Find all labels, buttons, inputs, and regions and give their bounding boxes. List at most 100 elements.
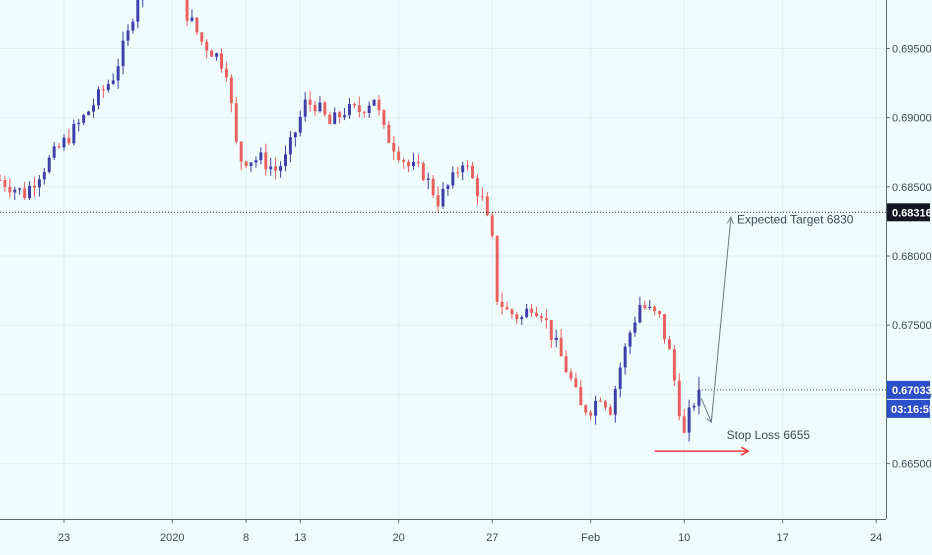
candle-body bbox=[569, 372, 573, 379]
time-tick-label: 13 bbox=[294, 532, 306, 544]
time-tick-label: 17 bbox=[777, 532, 789, 544]
candle-body bbox=[623, 346, 627, 368]
candle-body bbox=[352, 103, 356, 106]
candle-body bbox=[584, 405, 588, 413]
candle-body bbox=[535, 312, 538, 317]
candle-body bbox=[323, 102, 327, 115]
candle-body bbox=[293, 132, 297, 138]
candle-body bbox=[402, 160, 406, 162]
candle-body bbox=[121, 40, 125, 67]
candle-body bbox=[658, 311, 662, 315]
candle-body bbox=[210, 50, 214, 57]
candle-body bbox=[333, 112, 337, 125]
candle-body bbox=[111, 80, 115, 84]
candle-body bbox=[357, 105, 361, 113]
annotations: Expected Target 6830 Stop Loss 6655 bbox=[654, 212, 854, 456]
candle-body bbox=[539, 316, 543, 319]
candle-body bbox=[195, 17, 199, 33]
current-price-tag bbox=[887, 380, 930, 399]
price-axis[interactable]: 0.69500 0.69000 0.68500 0.68000 0.67500 0.670… bbox=[886, 0, 932, 550]
candle-body bbox=[96, 89, 100, 106]
candle-body bbox=[52, 146, 56, 158]
candle-body bbox=[475, 178, 479, 197]
candle-body bbox=[407, 161, 411, 167]
candle-body bbox=[520, 317, 524, 320]
candle-body bbox=[13, 189, 17, 193]
candle-body bbox=[367, 105, 371, 113]
price-lines bbox=[0, 211, 886, 391]
candle-body bbox=[284, 154, 287, 167]
price-axis-background bbox=[886, 0, 932, 550]
target-price-tag-label: 0.68316 bbox=[892, 207, 932, 219]
candle-body bbox=[23, 188, 27, 199]
candle-body bbox=[131, 21, 135, 31]
candle-body bbox=[67, 137, 71, 144]
candle-body bbox=[47, 157, 51, 172]
candle-body bbox=[667, 339, 671, 350]
candles bbox=[0, 0, 701, 442]
candle-body bbox=[234, 103, 238, 142]
candle-body bbox=[618, 367, 622, 389]
candle-body bbox=[500, 301, 504, 308]
candle-body bbox=[436, 195, 440, 207]
candle-body bbox=[42, 171, 46, 180]
candle-body bbox=[633, 322, 637, 333]
candle-body bbox=[126, 30, 130, 41]
candle-body bbox=[92, 105, 95, 112]
candle-body bbox=[663, 314, 666, 340]
stop-loss-arrow-head bbox=[740, 446, 750, 456]
candle-body bbox=[431, 178, 435, 196]
time-axis[interactable]: 23 2020 8 13 20 27 Feb 10 17 24 bbox=[0, 519, 886, 550]
candle-body bbox=[254, 160, 258, 163]
countdown-tag bbox=[887, 399, 930, 418]
candle-body bbox=[338, 112, 342, 118]
candle-body bbox=[313, 104, 317, 112]
candle-body bbox=[269, 166, 273, 170]
candle-body bbox=[328, 114, 332, 125]
candle-body bbox=[215, 53, 219, 57]
candle-body bbox=[549, 320, 553, 340]
candle-body bbox=[264, 152, 268, 170]
candle-body bbox=[279, 166, 283, 171]
candle-body bbox=[72, 124, 76, 144]
candle-body bbox=[28, 185, 32, 199]
candle-body bbox=[87, 111, 91, 116]
candle-body bbox=[697, 389, 701, 406]
price-tick-label: 0.68500 bbox=[892, 182, 932, 194]
candle-body bbox=[603, 401, 607, 408]
candle-body bbox=[544, 318, 548, 321]
price-tick-label: 0.67500 bbox=[892, 320, 932, 332]
candle-body bbox=[372, 99, 376, 106]
candle-body bbox=[220, 53, 223, 69]
candle-body bbox=[37, 179, 41, 188]
candle-body bbox=[466, 165, 470, 167]
candle-body bbox=[530, 308, 534, 313]
candle-body bbox=[0, 179, 2, 181]
candle-body bbox=[456, 172, 460, 174]
candle-body bbox=[416, 161, 420, 164]
price-tick-label: 0.69000 bbox=[892, 113, 932, 125]
candle-body bbox=[8, 186, 12, 193]
candle-body bbox=[525, 308, 529, 318]
candle-body bbox=[495, 235, 499, 302]
candle-body bbox=[653, 306, 657, 312]
candle-body bbox=[382, 110, 386, 125]
target-annotation-label: Expected Target 6830 bbox=[737, 212, 854, 226]
time-tick-label: 2020 bbox=[160, 532, 184, 544]
candle-body bbox=[387, 124, 391, 143]
candle-body bbox=[392, 142, 396, 152]
candle-body bbox=[480, 196, 484, 198]
time-tick-label: Feb bbox=[581, 532, 600, 544]
current-price-tag-label: 0.67033 bbox=[892, 385, 932, 397]
candle-body bbox=[628, 332, 632, 347]
candle-body bbox=[397, 151, 401, 161]
candle-body bbox=[116, 66, 120, 81]
candle-body bbox=[205, 41, 209, 51]
candle-body bbox=[471, 165, 475, 179]
time-tick-label: 20 bbox=[393, 532, 405, 544]
candle-body bbox=[579, 386, 583, 406]
